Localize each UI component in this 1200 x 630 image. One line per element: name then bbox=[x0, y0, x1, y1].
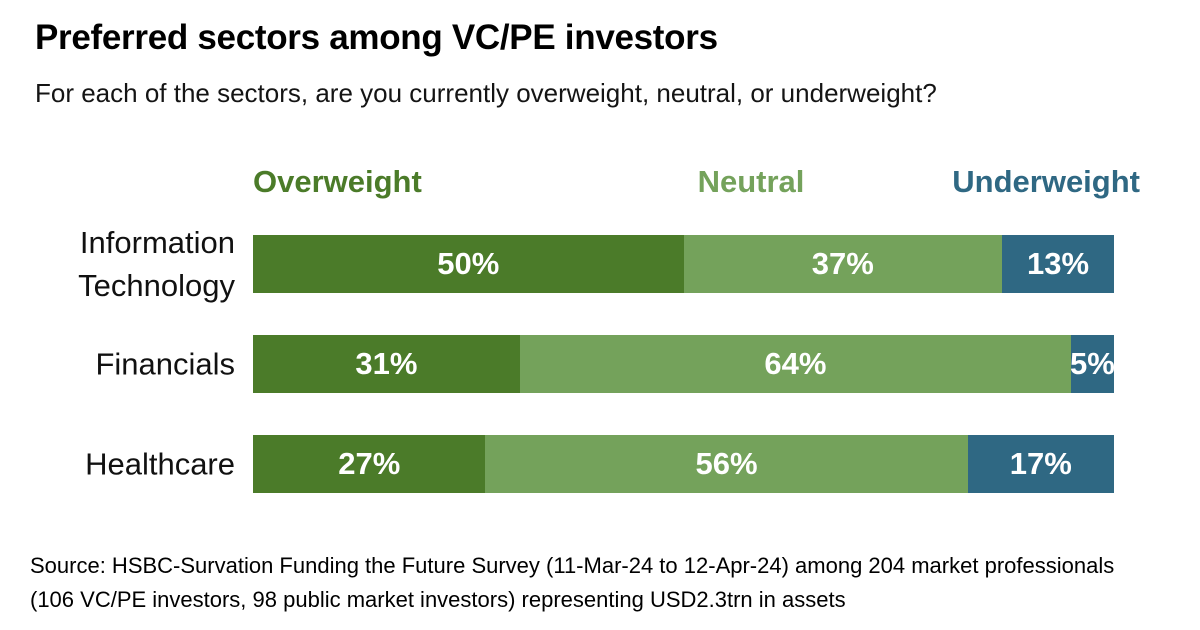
page-subtitle: For each of the sectors, are you current… bbox=[35, 78, 937, 108]
segment-value-label: 64% bbox=[764, 346, 827, 381]
bar-segment-underweight: 13% bbox=[1002, 235, 1114, 293]
source-line-1: Source: HSBC-Survation Funding the Futur… bbox=[30, 553, 1115, 578]
bar-row: Financials 31% 64% 5% bbox=[0, 335, 1200, 393]
bar-segment-neutral: 64% bbox=[519, 335, 1071, 393]
bar-segment-overweight: 27% bbox=[253, 435, 486, 493]
segment-value-label: 56% bbox=[695, 446, 758, 481]
legend-item-neutral: Neutral bbox=[697, 164, 805, 199]
segment-value-label: 13% bbox=[1026, 246, 1090, 281]
bar-row: Information Technology 50% 37% 13% bbox=[0, 225, 1200, 303]
segment-value-label: 50% bbox=[437, 246, 500, 281]
bar-track: 27% 56% 17% bbox=[253, 435, 1114, 493]
segment-value-label: 27% bbox=[338, 446, 401, 481]
bar-segment-neutral: 56% bbox=[485, 435, 968, 493]
bar-track: 50% 37% 13% bbox=[253, 235, 1114, 293]
source-line-2: (106 VC/PE investors, 98 public market i… bbox=[30, 587, 846, 612]
bar-row: Healthcare 27% 56% 17% bbox=[0, 435, 1200, 493]
row-label: Information Technology bbox=[78, 225, 235, 303]
segment-value-label: 5% bbox=[1070, 346, 1115, 381]
source-note: Source: HSBC-Survation Funding the Futur… bbox=[30, 549, 1114, 617]
page-title: Preferred sectors among VC/PE investors bbox=[35, 18, 718, 57]
segment-value-label: 37% bbox=[811, 246, 874, 281]
bar-segment-overweight: 50% bbox=[253, 235, 684, 293]
bar-segment-underweight: 5% bbox=[1070, 335, 1115, 393]
bar-segment-overweight: 31% bbox=[253, 335, 520, 393]
bar-track: 31% 64% 5% bbox=[253, 335, 1115, 393]
row-label: Healthcare bbox=[85, 446, 235, 482]
legend: Overweight Neutral Underweight bbox=[253, 164, 1140, 206]
legend-item-underweight: Underweight bbox=[952, 164, 1140, 199]
bar-segment-underweight: 17% bbox=[967, 435, 1114, 493]
legend-item-overweight: Overweight bbox=[253, 164, 422, 199]
bar-segment-neutral: 37% bbox=[683, 235, 1003, 293]
segment-value-label: 31% bbox=[355, 346, 418, 381]
segment-value-label: 17% bbox=[1009, 446, 1072, 481]
row-label: Financials bbox=[95, 346, 235, 382]
